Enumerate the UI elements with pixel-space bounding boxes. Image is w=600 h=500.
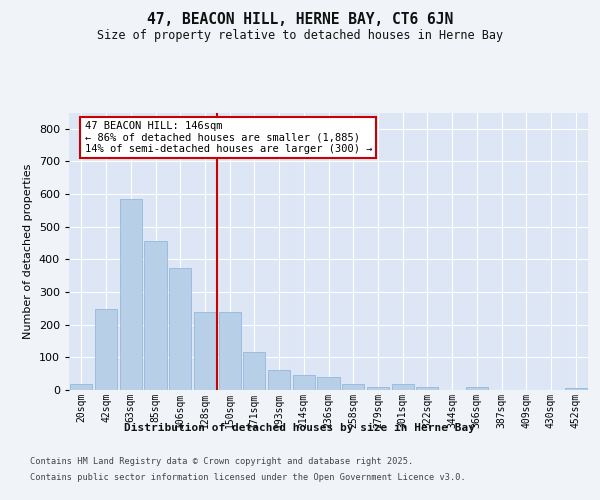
Bar <box>169 268 191 390</box>
Bar <box>145 241 167 390</box>
Bar <box>392 384 414 390</box>
Bar <box>70 384 92 390</box>
Text: Contains public sector information licensed under the Open Government Licence v3: Contains public sector information licen… <box>30 472 466 482</box>
Bar <box>293 376 315 390</box>
Bar <box>194 312 216 390</box>
Text: Distribution of detached houses by size in Herne Bay: Distribution of detached houses by size … <box>125 422 476 432</box>
Bar <box>466 386 488 390</box>
Bar <box>367 386 389 390</box>
Text: Size of property relative to detached houses in Herne Bay: Size of property relative to detached ho… <box>97 29 503 42</box>
Bar <box>218 312 241 390</box>
Bar <box>342 384 364 390</box>
Bar <box>119 199 142 390</box>
Text: 47, BEACON HILL, HERNE BAY, CT6 6JN: 47, BEACON HILL, HERNE BAY, CT6 6JN <box>147 12 453 28</box>
Y-axis label: Number of detached properties: Number of detached properties <box>23 164 33 339</box>
Bar <box>317 377 340 390</box>
Bar <box>565 388 587 390</box>
Bar <box>416 386 439 390</box>
Bar <box>95 310 117 390</box>
Text: Contains HM Land Registry data © Crown copyright and database right 2025.: Contains HM Land Registry data © Crown c… <box>30 458 413 466</box>
Text: 47 BEACON HILL: 146sqm
← 86% of detached houses are smaller (1,885)
14% of semi-: 47 BEACON HILL: 146sqm ← 86% of detached… <box>85 121 372 154</box>
Bar <box>268 370 290 390</box>
Bar <box>243 352 265 390</box>
